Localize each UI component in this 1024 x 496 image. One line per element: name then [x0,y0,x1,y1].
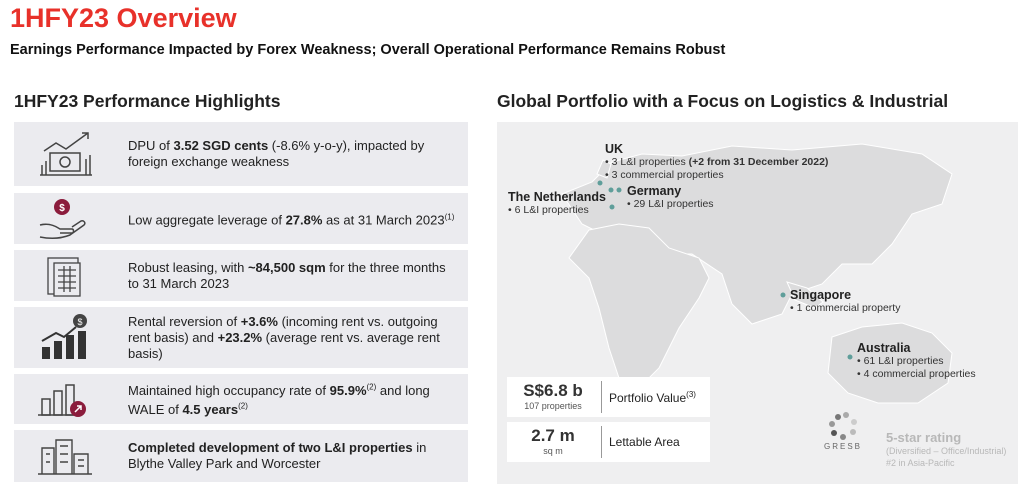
gresb-category: (Diversified – Office/Industrial) [886,446,1007,456]
text-run: (incoming rent vs. outgoing rent basis) … [128,313,438,345]
highlight-row: Robust leasing, with ~84,500 sqm for the… [14,250,468,301]
highlight-row: Completed development of two L&I propert… [14,430,468,482]
gresb-rating: 5-star rating [886,430,962,445]
text-run: ~84,500 sqm [247,259,326,275]
text-run: (average rent vs. average rent basis) [128,329,440,361]
text-run: (-8.6% y-o-y), impacted by foreign excha… [128,138,425,169]
stat-sub: sq m [543,446,563,456]
text-run: 4.5 years [182,402,239,418]
gresb-mark [829,412,857,440]
stat-label: Portfolio Value(3) [609,390,696,405]
highlight-text: Low aggregate leverage of 27.8% as at 31… [128,209,458,228]
stat-value: S$6.8 b [523,381,583,400]
icon [38,384,86,417]
text-run: Portfolio Value [609,391,687,405]
text-run: +3.6% [240,313,278,329]
region-label: Australia61 L&I properties4 commercial p… [857,342,976,381]
text-run: 27.8% [285,212,323,228]
stat-box: S$6.8 b 107 properties Portfolio Value(3) [507,377,710,417]
svg-text:$: $ [59,203,65,214]
highlight-text: Rental reversion of +3.6% (incoming rent… [128,314,458,362]
highlight-row: $ Low aggregate leverage of 27.8% as at … [14,193,468,244]
region-label: Singapore1 commercial property [790,289,900,315]
icon [40,132,92,176]
highlight-text: Completed development of two L&I propert… [128,440,458,472]
text-run: as at 31 March 2023 [322,212,445,228]
text-run: 3.52 SGD cents [173,138,269,153]
text-run: (3) [686,390,696,399]
text-run: Lettable Area [609,435,680,449]
text-run: Low aggregate leverage of [128,212,286,228]
highlight-row: Maintained high occupancy rate of 95.9%(… [14,374,468,424]
text-run: Robust leasing, with [128,259,248,275]
title: 1HFY23 Overview [10,3,237,33]
text-run: (2) [238,402,248,411]
icon: $ [41,314,87,359]
text-run: Completed development of two L&I propert… [128,440,413,455]
text-run: (+2 from 31 December 2022) [688,156,829,168]
text-run: Rental reversion of [128,313,241,329]
text-run: +23.2% [217,329,263,345]
text-run: 95.9% [329,383,367,398]
text-run: in Blythe Valley Park and Worcester [128,440,427,471]
highlight-row: DPU of 3.52 SGD cents (-8.6% y-o-y), imp… [14,122,468,186]
text-run: for the three months to 31 March 2023 [128,259,446,291]
icon [47,257,81,297]
subtitle: Earnings Performance Impacted by Forex W… [10,42,726,58]
highlight-text: Maintained high occupancy rate of 95.9%(… [128,380,458,419]
text-run: (1) [444,211,455,221]
stat-label: Lettable Area [609,435,680,449]
icon: $ [39,199,86,240]
stat-sub: 107 properties [524,401,582,411]
highlight-text: Robust leasing, with ~84,500 sqm for the… [128,260,458,292]
gresb-logo: GRESB [824,442,863,451]
text-run: Maintained high occupancy rate of [128,383,330,398]
icon [38,439,92,475]
highlight-text: DPU of 3.52 SGD cents (-8.6% y-o-y), imp… [128,138,458,170]
section-title: 1HFY23 Performance Highlights [14,91,281,111]
region-label: Germany29 L&I properties [627,185,714,211]
stat-box: 2.7 m sq m Lettable Area [507,422,710,462]
text-run: DPU of [128,138,174,153]
text-run: and long WALE of [128,383,430,418]
section-title: Global Portfolio with a Focus on Logisti… [497,91,949,111]
region-label: The Netherlands6 L&I properties [508,191,606,217]
svg-text:$: $ [77,317,82,327]
highlight-row: $ Rental reversion of +3.6% (incoming re… [14,307,468,368]
region-label: UK3 L&I properties (+2 from 31 December … [605,143,828,182]
gresb-rank: #2 in Asia-Pacific [886,458,955,468]
text-run: (2) [366,382,377,392]
stat-value: 2.7 m [531,426,575,445]
text-run: 3 L&I properties [611,156,689,168]
